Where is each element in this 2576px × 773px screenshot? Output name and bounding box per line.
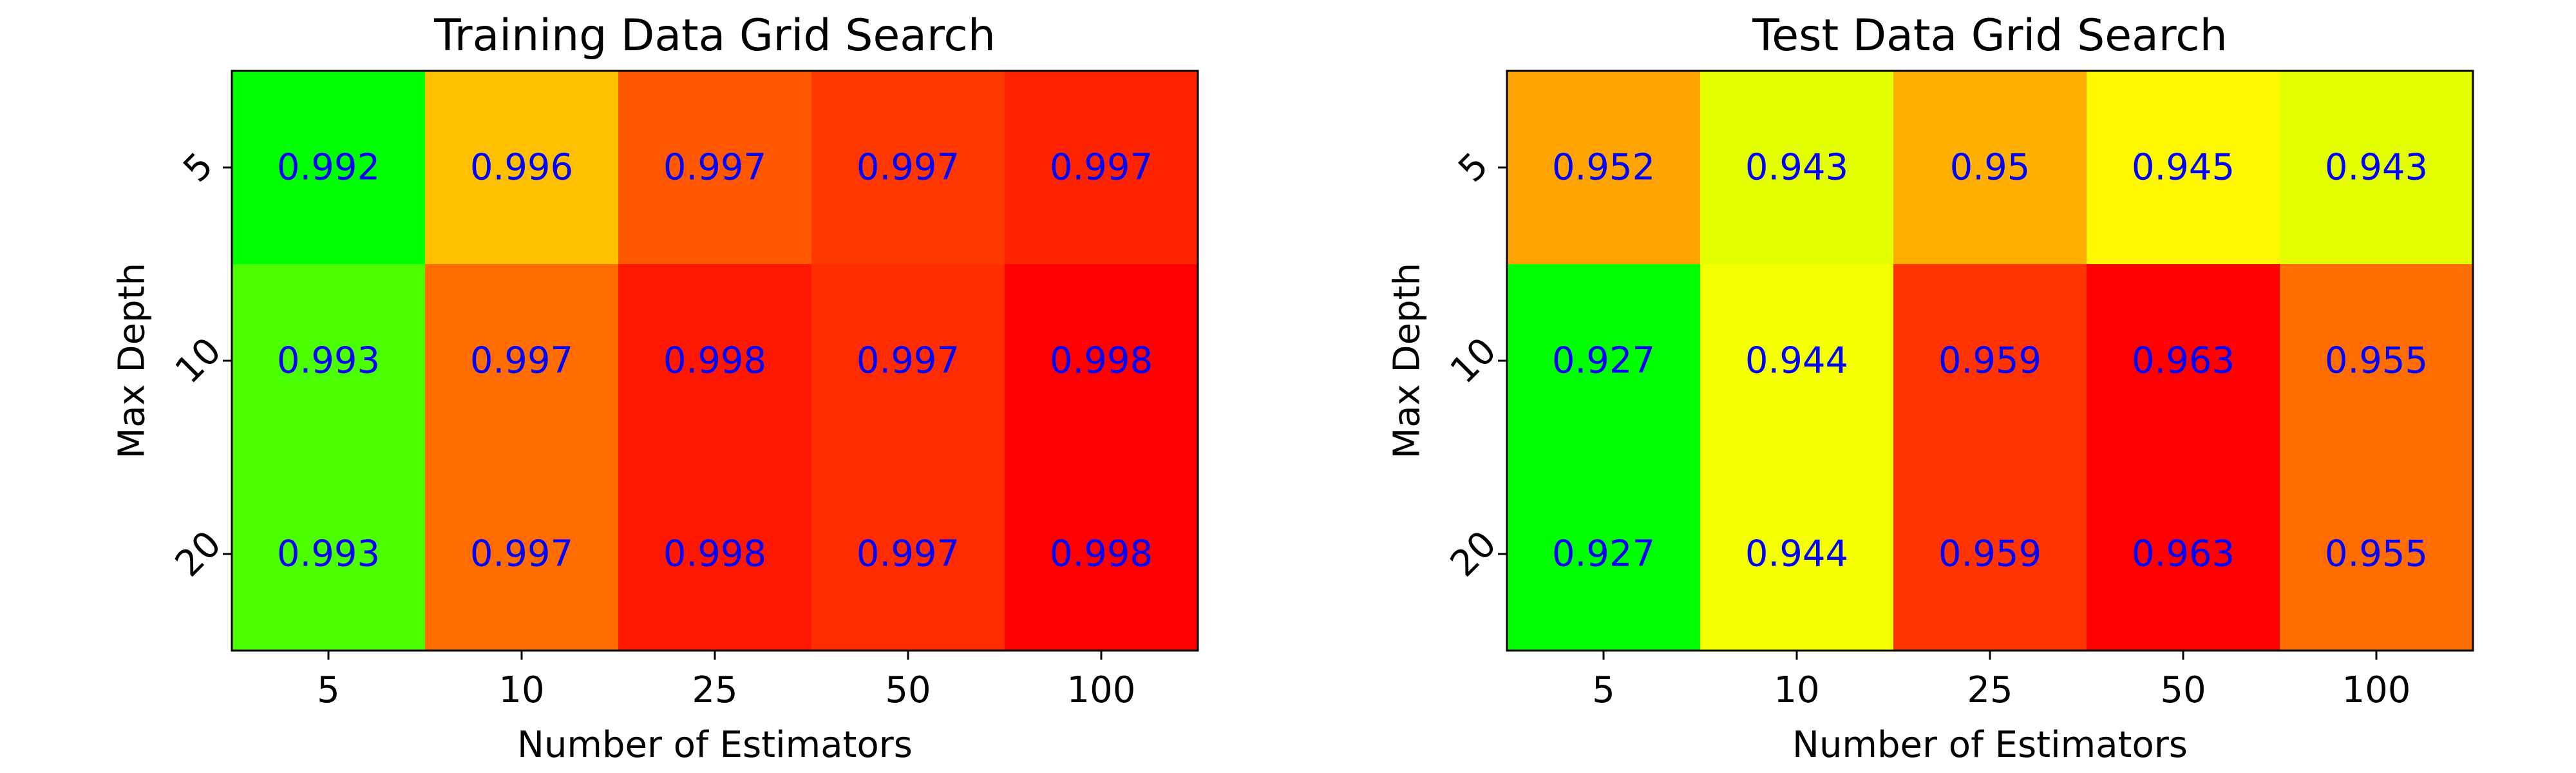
cell-value-label: 0.963 [2132,340,2235,382]
cell-value-label: 0.943 [1745,147,1848,189]
heatmap-cell [2087,264,2280,458]
heatmap-cell [425,71,619,265]
heatmap-cell [1005,71,1198,265]
cell-value-label: 0.955 [2325,340,2428,382]
cell-value-label: 0.997 [857,533,960,575]
cell-value-label: 0.95 [1950,147,2031,189]
cell-value-label: 0.927 [1552,340,1655,382]
heatmap-cell [425,457,619,651]
chart-title: Test Data Grid Search [1752,10,2227,61]
cell-value-label: 0.952 [1552,147,1655,189]
cell-value-label: 0.944 [1745,340,1848,382]
heatmap-cell [2280,457,2474,651]
cell-value-label: 0.927 [1552,533,1655,575]
cell-value-label: 0.997 [663,147,766,189]
training-heatmap-panel: 0.992 0.996 0.997 0.997 0.997 0.993 0.997 0.998… [111,10,1199,766]
x-tick-label: 10 [498,669,544,711]
heatmap-cell [2087,457,2280,651]
cell-value-label: 0.996 [470,147,573,189]
heatmap-cell [811,457,1005,651]
heatmap-cell [1507,71,1701,265]
heatmap-cell [1700,457,1894,651]
cell-value-label: 0.997 [857,147,960,189]
y-tick-label: 20 [167,523,229,585]
y-tick-label: 10 [167,330,229,392]
heatmap-cell [811,264,1005,458]
heatmap-cell [811,71,1005,265]
heatmap-cell [1893,264,2087,458]
y-axis-label: Max Depth [111,263,153,459]
heatmap-cell [2280,71,2474,265]
x-tick-label: 100 [2342,669,2411,711]
y-tick-label: 20 [1443,523,1504,585]
x-tick-label: 10 [1774,669,1819,711]
y-tick-label: 5 [1450,144,1496,190]
heatmap-cell [618,264,812,458]
cell-value-label: 0.945 [2132,147,2235,189]
heatmap-cell [425,264,619,458]
cell-value-label: 0.955 [2325,533,2428,575]
heatmap-cell [1700,71,1894,265]
x-axis-label: Number of Estimators [1792,724,2188,766]
cell-value-label: 0.997 [470,533,573,575]
x-tick-label: 50 [885,669,931,711]
cell-value-label: 0.997 [470,340,573,382]
heatmap-cell [1893,71,2087,265]
cell-value-label: 0.959 [1938,533,2041,575]
x-tick-label: 25 [692,669,737,711]
test-heatmap-panel: 0.952 0.943 0.95 0.945 0.943 0.927 0.944 0.959 0… [1387,10,2474,766]
heatmap-cell [232,71,426,265]
heatmap-cell [232,457,426,651]
cell-value-label: 0.998 [1050,533,1153,575]
heatmap-cell [1005,264,1198,458]
x-tick-label: 25 [1967,669,2012,711]
cell-value-label: 0.943 [2325,147,2428,189]
y-tick-label: 10 [1443,330,1504,392]
cell-value-label: 0.992 [277,147,380,189]
cell-value-label: 0.993 [277,533,380,575]
heatmap-cell [232,264,426,458]
chart-title: Training Data Grid Search [433,10,996,61]
heatmap-cell [1507,457,1701,651]
heatmap-cell [1893,457,2087,651]
cell-value-label: 0.997 [857,340,960,382]
cell-value-label: 0.944 [1745,533,1848,575]
heatmap-cell [618,457,812,651]
x-tick-label: 50 [2160,669,2206,711]
heatmap-cell [1005,457,1198,651]
cell-value-label: 0.998 [1050,340,1153,382]
x-tick-label: 5 [1592,669,1615,711]
x-tick-label: 100 [1067,669,1136,711]
cell-value-label: 0.963 [2132,533,2235,575]
x-axis-label: Number of Estimators [517,724,913,766]
heatmap-cell [1700,264,1894,458]
x-tick-label: 5 [317,669,340,711]
cell-value-label: 0.998 [663,533,766,575]
heatmap-cell [618,71,812,265]
y-axis-label: Max Depth [1387,263,1428,459]
y-tick-label: 5 [175,144,221,190]
heatmap-cell [1507,264,1701,458]
cell-value-label: 0.993 [277,340,380,382]
cell-value-label: 0.998 [663,340,766,382]
heatmap-cell [2087,71,2280,265]
cell-value-label: 0.997 [1050,147,1153,189]
cell-value-label: 0.959 [1938,340,2041,382]
heatmap-cell [2280,264,2474,458]
